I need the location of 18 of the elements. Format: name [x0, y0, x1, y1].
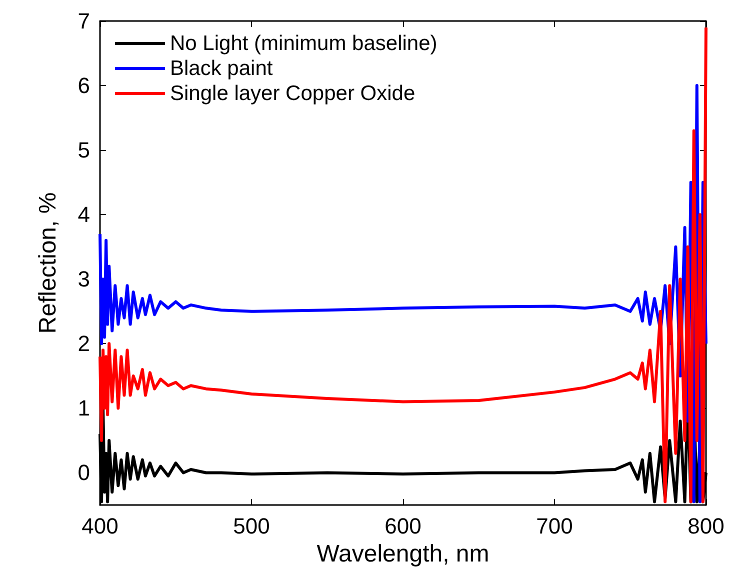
- x-tick-label: 400: [82, 514, 118, 538]
- legend-label: Black paint: [170, 57, 273, 80]
- x-tick-label: 800: [688, 514, 724, 538]
- legend-label: No Light (minimum baseline): [170, 32, 438, 55]
- y-axis-title: Reflection, %: [34, 192, 62, 334]
- y-tick-label: 1: [78, 396, 90, 421]
- y-tick-label: 0: [78, 460, 90, 486]
- y-tick-label: 3: [78, 266, 90, 292]
- y-tick-label: 7: [78, 8, 90, 34]
- y-tick-label: 5: [78, 138, 90, 163]
- y-tick-label: 2: [78, 331, 90, 356]
- x-tick-label: 500: [233, 514, 270, 538]
- y-tick-label: 4: [78, 202, 90, 228]
- legend-label: Single layer Copper Oxide: [170, 82, 416, 105]
- x-tick-label: 600: [384, 514, 422, 538]
- y-tick-label: 6: [78, 73, 90, 98]
- x-tick-label: 700: [536, 514, 573, 538]
- x-axis-title: Wavelength, nm: [316, 540, 490, 568]
